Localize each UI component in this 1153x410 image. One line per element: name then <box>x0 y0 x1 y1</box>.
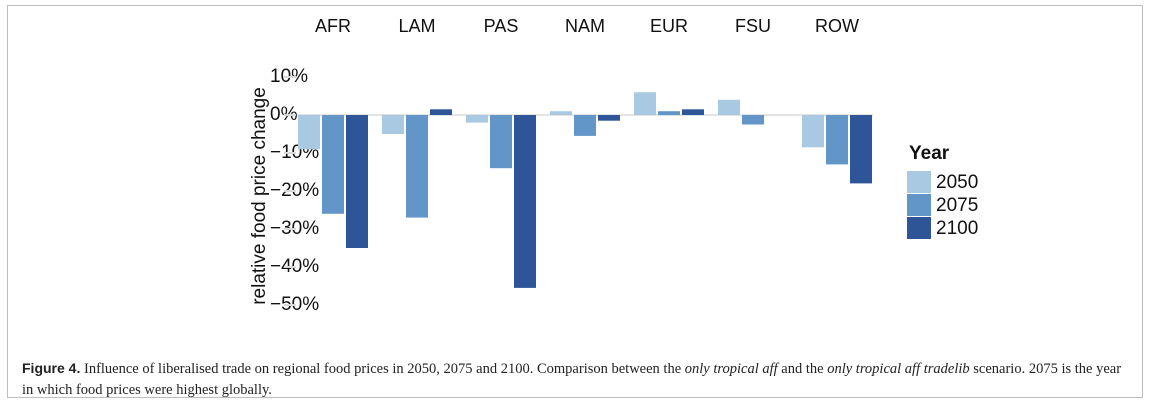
category-label: FSU <box>735 16 771 36</box>
bar <box>514 115 536 288</box>
chart: relative food price change Year 10%0%−10… <box>249 16 978 315</box>
bar <box>718 99 740 115</box>
bar <box>298 115 320 150</box>
bar <box>850 115 872 184</box>
caption-text: Influence of liberalised trade on region… <box>80 361 685 377</box>
bar <box>634 92 656 115</box>
category-label: AFR <box>315 16 351 36</box>
category-label: ROW <box>815 16 859 36</box>
bar <box>682 109 704 115</box>
caption-italic: only tropical aff <box>684 361 778 377</box>
caption-text: and the <box>777 361 828 377</box>
bar <box>598 115 620 121</box>
bar <box>322 115 344 214</box>
bar <box>742 115 764 125</box>
caption: Figure 4. Influence of liberalised trade… <box>22 358 1132 401</box>
bar <box>430 109 452 115</box>
caption-italic: only tropical aff tradelib <box>827 361 970 377</box>
bar <box>574 115 596 136</box>
legend-swatch <box>907 217 931 239</box>
caption-text: scenario. 2075 is the year in which food… <box>22 361 1122 398</box>
bar <box>466 115 488 123</box>
bar <box>658 111 680 115</box>
legend-swatch <box>907 194 931 216</box>
bar <box>490 115 512 169</box>
bar <box>382 115 404 134</box>
y-tick-label: 0% <box>270 104 298 125</box>
bar <box>346 115 368 248</box>
bar <box>826 115 848 165</box>
category-label: LAM <box>398 16 435 36</box>
bar <box>550 111 572 115</box>
legend-label: 2050 <box>936 172 978 193</box>
category-label: EUR <box>650 16 688 36</box>
category-label: PAS <box>484 16 519 36</box>
legend-title: Year <box>909 143 950 164</box>
caption-label: Figure 4. <box>22 360 81 376</box>
category-label: NAM <box>565 16 605 36</box>
legend-swatch <box>907 171 931 193</box>
legend-label: 2100 <box>936 218 978 239</box>
legend-label: 2075 <box>936 195 978 216</box>
bar <box>802 115 824 148</box>
figure: relative food price change Year 10% 0% −10… <box>7 5 1143 398</box>
bar <box>406 115 428 218</box>
y-axis-title: relative food price change <box>249 87 270 305</box>
